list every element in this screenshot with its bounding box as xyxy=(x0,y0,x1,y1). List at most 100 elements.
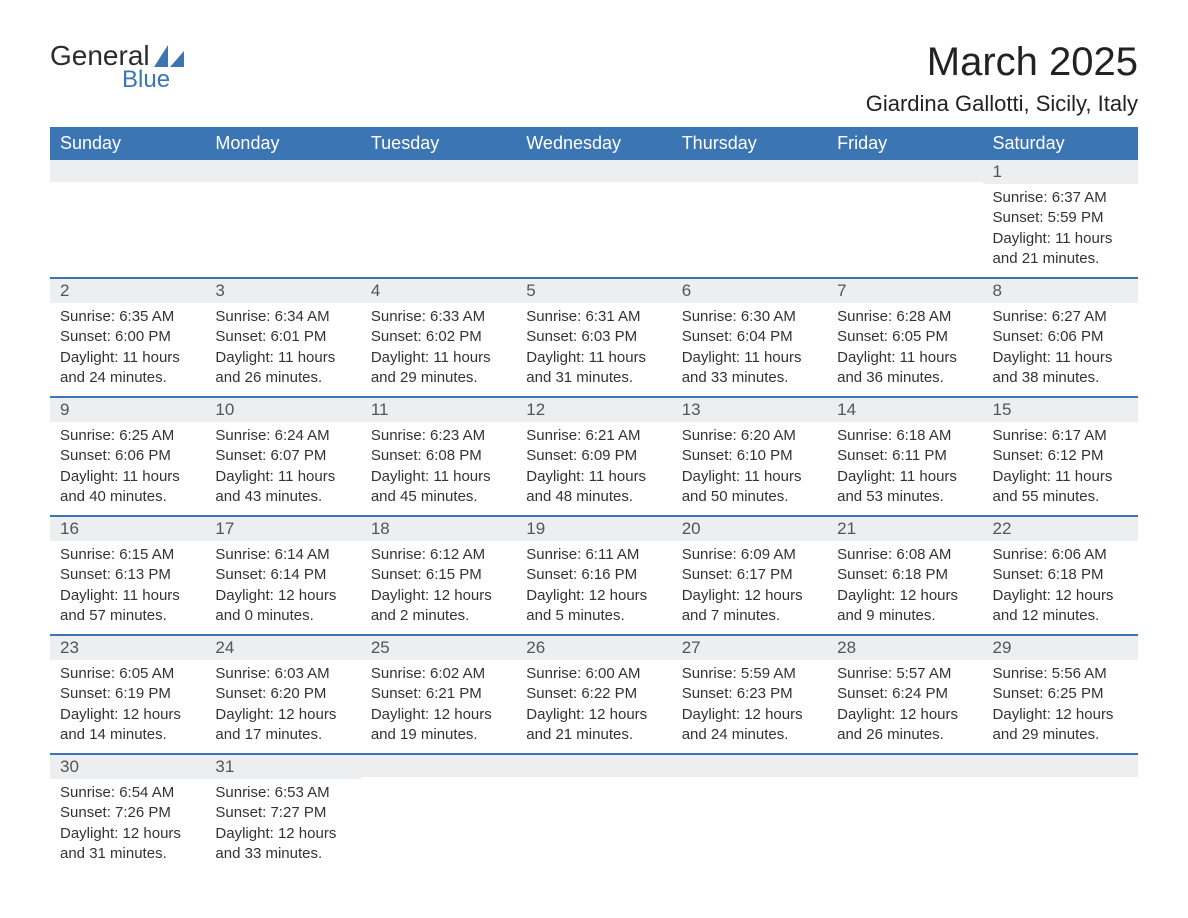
sunrise-line: Sunrise: 5:56 AM xyxy=(993,664,1128,684)
logo-sail-icon xyxy=(154,45,184,67)
sunset-line-value: 6:16 PM xyxy=(581,566,637,583)
day-number: 25 xyxy=(361,636,516,660)
sunset-line-label: Sunset: xyxy=(837,328,888,345)
sunset-line: Sunset: 6:09 PM xyxy=(526,446,661,466)
sunset-line-label: Sunset: xyxy=(837,685,888,702)
day-number: 6 xyxy=(672,279,827,303)
sunrise-line: Sunrise: 6:14 AM xyxy=(215,545,350,565)
sunrise-line: Sunrise: 6:09 AM xyxy=(682,545,817,565)
day-body: Sunrise: 6:12 AMSunset: 6:15 PMDaylight:… xyxy=(361,541,516,634)
daylight-line: Daylight: 12 hours and 17 minutes. xyxy=(215,705,350,746)
sunset-line-value: 6:18 PM xyxy=(892,566,948,583)
daylight-line-label: Daylight: xyxy=(60,349,118,366)
daylight-line-label: Daylight: xyxy=(371,587,429,604)
calendar-day-empty xyxy=(983,754,1138,872)
day-number: 11 xyxy=(361,398,516,422)
sunrise-line: Sunrise: 6:05 AM xyxy=(60,664,195,684)
sunrise-line-value: 6:08 AM xyxy=(896,546,951,563)
sunset-line: Sunset: 6:22 PM xyxy=(526,684,661,704)
sunset-line-value: 6:11 PM xyxy=(892,447,947,464)
calendar-day: 19Sunrise: 6:11 AMSunset: 6:16 PMDayligh… xyxy=(516,516,671,635)
sunrise-line: Sunrise: 6:20 AM xyxy=(682,426,817,446)
calendar-day: 17Sunrise: 6:14 AMSunset: 6:14 PMDayligh… xyxy=(205,516,360,635)
calendar-day: 15Sunrise: 6:17 AMSunset: 6:12 PMDayligh… xyxy=(983,397,1138,516)
calendar-day: 28Sunrise: 5:57 AMSunset: 6:24 PMDayligh… xyxy=(827,635,982,754)
sunrise-line-label: Sunrise: xyxy=(993,665,1048,682)
day-number xyxy=(827,755,982,777)
day-number: 24 xyxy=(205,636,360,660)
day-body: Sunrise: 6:35 AMSunset: 6:00 PMDaylight:… xyxy=(50,303,205,396)
day-body: Sunrise: 6:00 AMSunset: 6:22 PMDaylight:… xyxy=(516,660,671,753)
day-number xyxy=(361,160,516,182)
sunset-line-value: 7:26 PM xyxy=(115,804,171,821)
sunrise-line-value: 6:54 AM xyxy=(119,784,174,801)
day-body: Sunrise: 6:08 AMSunset: 6:18 PMDaylight:… xyxy=(827,541,982,634)
day-number: 5 xyxy=(516,279,671,303)
daylight-line: Daylight: 11 hours and 57 minutes. xyxy=(60,586,195,627)
daylight-line-label: Daylight: xyxy=(993,468,1051,485)
calendar-day: 30Sunrise: 6:54 AMSunset: 7:26 PMDayligh… xyxy=(50,754,205,872)
sunrise-line: Sunrise: 6:15 AM xyxy=(60,545,195,565)
sunset-line-label: Sunset: xyxy=(526,447,577,464)
calendar-day: 3Sunrise: 6:34 AMSunset: 6:01 PMDaylight… xyxy=(205,278,360,397)
day-body xyxy=(50,182,205,252)
daylight-line-label: Daylight: xyxy=(371,468,429,485)
daylight-line: Daylight: 12 hours and 24 minutes. xyxy=(682,705,817,746)
sunrise-line-label: Sunrise: xyxy=(60,546,115,563)
calendar-day: 8Sunrise: 6:27 AMSunset: 6:06 PMDaylight… xyxy=(983,278,1138,397)
sunset-line: Sunset: 6:25 PM xyxy=(993,684,1128,704)
calendar-day: 11Sunrise: 6:23 AMSunset: 6:08 PMDayligh… xyxy=(361,397,516,516)
sunset-line-label: Sunset: xyxy=(215,566,266,583)
daylight-line: Daylight: 11 hours and 33 minutes. xyxy=(682,348,817,389)
calendar-day: 14Sunrise: 6:18 AMSunset: 6:11 PMDayligh… xyxy=(827,397,982,516)
daylight-line-label: Daylight: xyxy=(215,349,273,366)
day-body: Sunrise: 6:28 AMSunset: 6:05 PMDaylight:… xyxy=(827,303,982,396)
sunset-line-label: Sunset: xyxy=(837,447,888,464)
day-number: 26 xyxy=(516,636,671,660)
calendar-week: 16Sunrise: 6:15 AMSunset: 6:13 PMDayligh… xyxy=(50,516,1138,635)
day-body: Sunrise: 6:24 AMSunset: 6:07 PMDaylight:… xyxy=(205,422,360,515)
weekday-header: Monday xyxy=(205,127,360,160)
sunrise-line-value: 6:03 AM xyxy=(275,665,330,682)
weekday-header: Saturday xyxy=(983,127,1138,160)
sunrise-line: Sunrise: 6:08 AM xyxy=(837,545,972,565)
sunset-line-label: Sunset: xyxy=(526,328,577,345)
calendar-head: SundayMondayTuesdayWednesdayThursdayFrid… xyxy=(50,127,1138,160)
calendar-day: 26Sunrise: 6:00 AMSunset: 6:22 PMDayligh… xyxy=(516,635,671,754)
sunrise-line-value: 6:33 AM xyxy=(430,308,485,325)
sunset-line: Sunset: 6:16 PM xyxy=(526,565,661,585)
day-number: 23 xyxy=(50,636,205,660)
daylight-line-label: Daylight: xyxy=(526,468,584,485)
daylight-line-label: Daylight: xyxy=(682,349,740,366)
calendar-day: 2Sunrise: 6:35 AMSunset: 6:00 PMDaylight… xyxy=(50,278,205,397)
daylight-line: Daylight: 11 hours and 50 minutes. xyxy=(682,467,817,508)
daylight-line-label: Daylight: xyxy=(215,587,273,604)
daylight-line: Daylight: 12 hours and 9 minutes. xyxy=(837,586,972,627)
calendar-week: 30Sunrise: 6:54 AMSunset: 7:26 PMDayligh… xyxy=(50,754,1138,872)
sunrise-line-label: Sunrise: xyxy=(60,784,115,801)
sunset-line: Sunset: 7:27 PM xyxy=(215,803,350,823)
sunset-line: Sunset: 6:05 PM xyxy=(837,327,972,347)
sunrise-line-label: Sunrise: xyxy=(682,308,737,325)
sunrise-line-label: Sunrise: xyxy=(215,784,270,801)
sunrise-line-value: 6:53 AM xyxy=(275,784,330,801)
sunrise-line-value: 5:57 AM xyxy=(896,665,951,682)
day-body: Sunrise: 6:33 AMSunset: 6:02 PMDaylight:… xyxy=(361,303,516,396)
day-number: 21 xyxy=(827,517,982,541)
day-number: 13 xyxy=(672,398,827,422)
sunset-line-label: Sunset: xyxy=(993,566,1044,583)
sunrise-line-label: Sunrise: xyxy=(993,189,1048,206)
sunset-line: Sunset: 6:01 PM xyxy=(215,327,350,347)
day-body xyxy=(672,182,827,252)
day-body xyxy=(672,777,827,847)
sunrise-line-label: Sunrise: xyxy=(837,665,892,682)
sunset-line-value: 6:19 PM xyxy=(115,685,171,702)
sunrise-line-value: 6:28 AM xyxy=(896,308,951,325)
daylight-line-label: Daylight: xyxy=(682,587,740,604)
calendar-day-empty xyxy=(672,160,827,278)
calendar-week: 1Sunrise: 6:37 AMSunset: 5:59 PMDaylight… xyxy=(50,160,1138,278)
calendar-table: SundayMondayTuesdayWednesdayThursdayFrid… xyxy=(50,127,1138,872)
sunset-line-label: Sunset: xyxy=(215,328,266,345)
sunrise-line: Sunrise: 6:24 AM xyxy=(215,426,350,446)
day-number xyxy=(516,160,671,182)
